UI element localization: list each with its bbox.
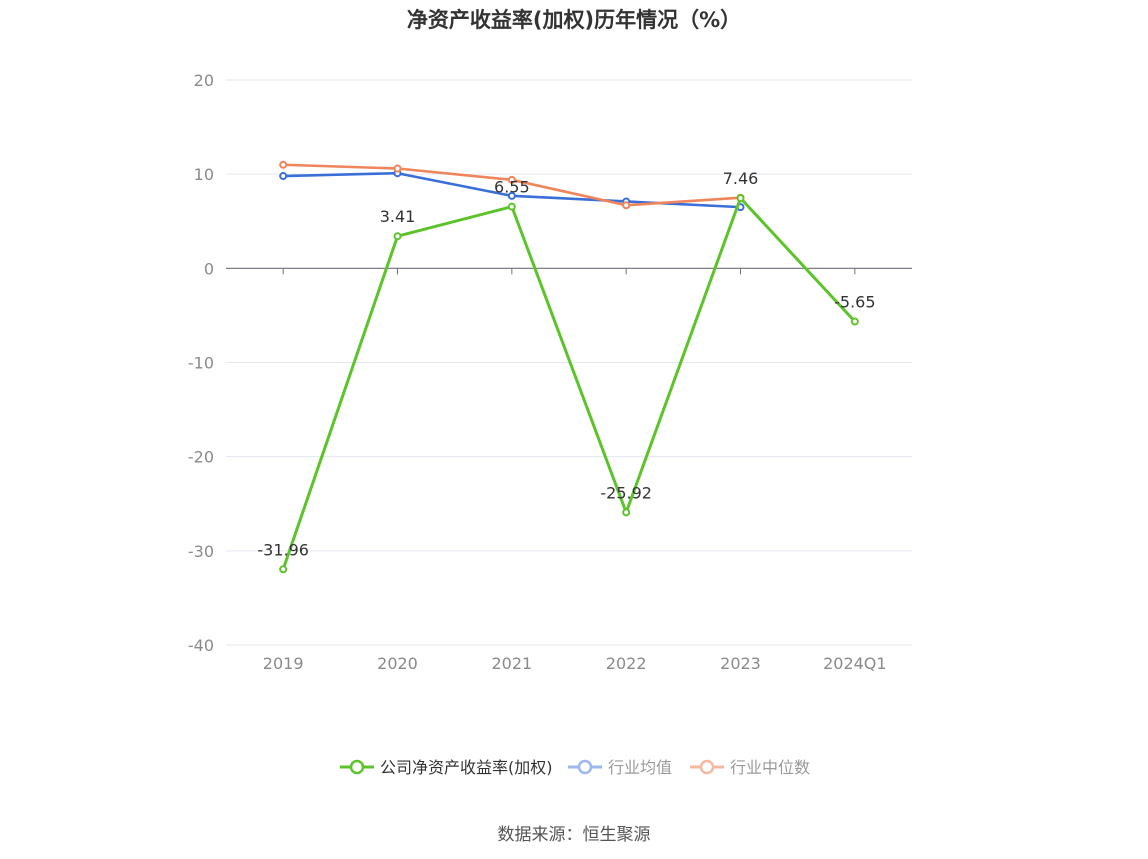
- legend-label: 公司净资产收益率(加权): [380, 758, 553, 777]
- axes: 20 10 0 -10 -20 -30 -40 2019 2020 2021 2022 2023 202…: [188, 71, 912, 673]
- x-tick-label: 2019: [263, 654, 304, 673]
- y-tick-label: -30: [188, 542, 214, 561]
- data-point: [393, 232, 402, 241]
- legend-label: 行业均值: [608, 758, 672, 777]
- data-point: [736, 194, 745, 203]
- data-label: -25.92: [600, 483, 652, 502]
- source-note: 数据来源：恒生聚源: [497, 825, 651, 845]
- data-label: -31.96: [257, 540, 309, 559]
- series-line: [281, 196, 856, 570]
- y-tick-label: 0: [204, 259, 214, 278]
- legend-item[interactable]: 行业均值: [568, 758, 672, 777]
- legend-marker: [349, 759, 365, 775]
- x-tick-label: 2021: [491, 654, 532, 673]
- legend-item[interactable]: 公司净资产收益率(加权): [340, 758, 553, 777]
- y-tick-label: -10: [188, 354, 214, 373]
- data-label: 6.55: [494, 178, 530, 197]
- data-point: [507, 191, 516, 200]
- x-tick-label: 2020: [377, 654, 418, 673]
- data-label: 3.41: [380, 207, 416, 226]
- data-point: [507, 175, 516, 184]
- data-point: [622, 201, 631, 210]
- y-tick-label: 10: [194, 165, 214, 184]
- data-point: [279, 160, 288, 169]
- data-labels: -31.96 3.41 6.55 -25.92 7.46 -5.65: [257, 169, 875, 559]
- data-point: [622, 508, 631, 517]
- data-point: [279, 565, 288, 574]
- data-label: 7.46: [723, 169, 759, 188]
- legend-marker: [699, 759, 715, 775]
- data-point: [279, 172, 288, 181]
- series: [279, 160, 859, 574]
- data-point: [850, 317, 859, 326]
- legend-marker: [577, 759, 593, 775]
- y-tick-label: -40: [188, 636, 214, 655]
- y-tick-label: -20: [188, 448, 214, 467]
- data-point: [393, 164, 402, 173]
- series-0: [279, 194, 859, 574]
- data-point: [507, 202, 516, 211]
- x-tick-label: 2022: [606, 654, 647, 673]
- x-tick-label: 2024Q1: [823, 654, 887, 673]
- x-tick-label: 2023: [720, 654, 761, 673]
- y-tick-label: 20: [194, 71, 214, 90]
- legend: 公司净资产收益率(加权) 行业均值 行业中位数: [340, 758, 810, 777]
- data-label: -5.65: [834, 293, 875, 312]
- legend-item[interactable]: 行业中位数: [690, 758, 810, 777]
- chart-title: 净资产收益率(加权)历年情况（%）: [406, 8, 742, 32]
- legend-label: 行业中位数: [730, 758, 810, 777]
